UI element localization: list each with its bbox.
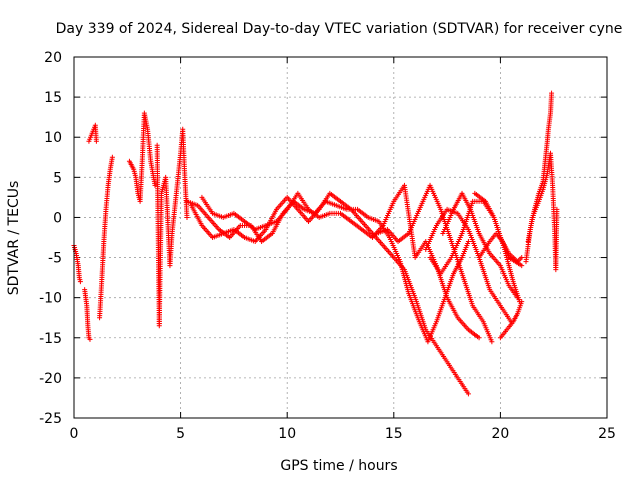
y-tick-label: -15 <box>39 331 62 347</box>
data-point <box>549 90 555 96</box>
chart-title: Day 339 of 2024, Sidereal Day-to-day VTE… <box>56 21 623 37</box>
data-point <box>87 336 93 342</box>
x-tick-label: 5 <box>176 426 185 442</box>
grid <box>74 57 607 418</box>
series-track-b <box>82 287 93 342</box>
data-point <box>554 206 560 212</box>
y-tick-label: 10 <box>44 130 62 146</box>
y-tick-label: 20 <box>44 50 62 66</box>
data-point <box>519 263 525 269</box>
y-tick-label: -5 <box>48 251 62 267</box>
data-point <box>184 214 190 220</box>
data-point <box>152 182 158 188</box>
series-track-d <box>97 154 115 321</box>
series-track-p <box>497 299 525 341</box>
data-point <box>514 295 520 301</box>
x-axis-label: GPS time / hours <box>280 458 397 474</box>
y-tick-label: 0 <box>53 210 62 226</box>
data-point <box>109 154 115 160</box>
data-point <box>93 138 99 144</box>
data-point <box>519 299 525 305</box>
series-track-j <box>374 182 495 345</box>
y-tick-label: -10 <box>39 291 62 307</box>
plot-frame <box>73 56 608 419</box>
x-tick-label: 20 <box>491 426 509 442</box>
data-point <box>77 279 83 285</box>
series-track-o <box>476 230 525 269</box>
data-point <box>465 391 471 397</box>
y-tick-label: -25 <box>39 411 62 427</box>
x-tick-label: 10 <box>278 426 296 442</box>
series-track-m <box>440 190 520 301</box>
plot-area <box>71 90 560 397</box>
x-tick-label: 15 <box>385 426 403 442</box>
y-tick-label: -20 <box>39 371 62 387</box>
series-track-f <box>154 126 190 329</box>
series-track-h <box>188 190 471 397</box>
series-track-c <box>86 122 99 144</box>
series-track-e <box>126 110 158 204</box>
y-tick-label: 5 <box>53 170 62 186</box>
x-tick-label: 25 <box>598 426 616 442</box>
data-point <box>476 335 482 341</box>
x-tick-label: 0 <box>70 426 79 442</box>
data-point <box>519 255 525 261</box>
series-track-r <box>525 150 560 273</box>
y-axis-label: SDTVAR / TECUs <box>6 181 22 296</box>
series-track-i <box>199 182 482 341</box>
data-point <box>489 339 495 345</box>
y-tick-label: 15 <box>44 90 62 106</box>
data-point <box>465 239 471 245</box>
